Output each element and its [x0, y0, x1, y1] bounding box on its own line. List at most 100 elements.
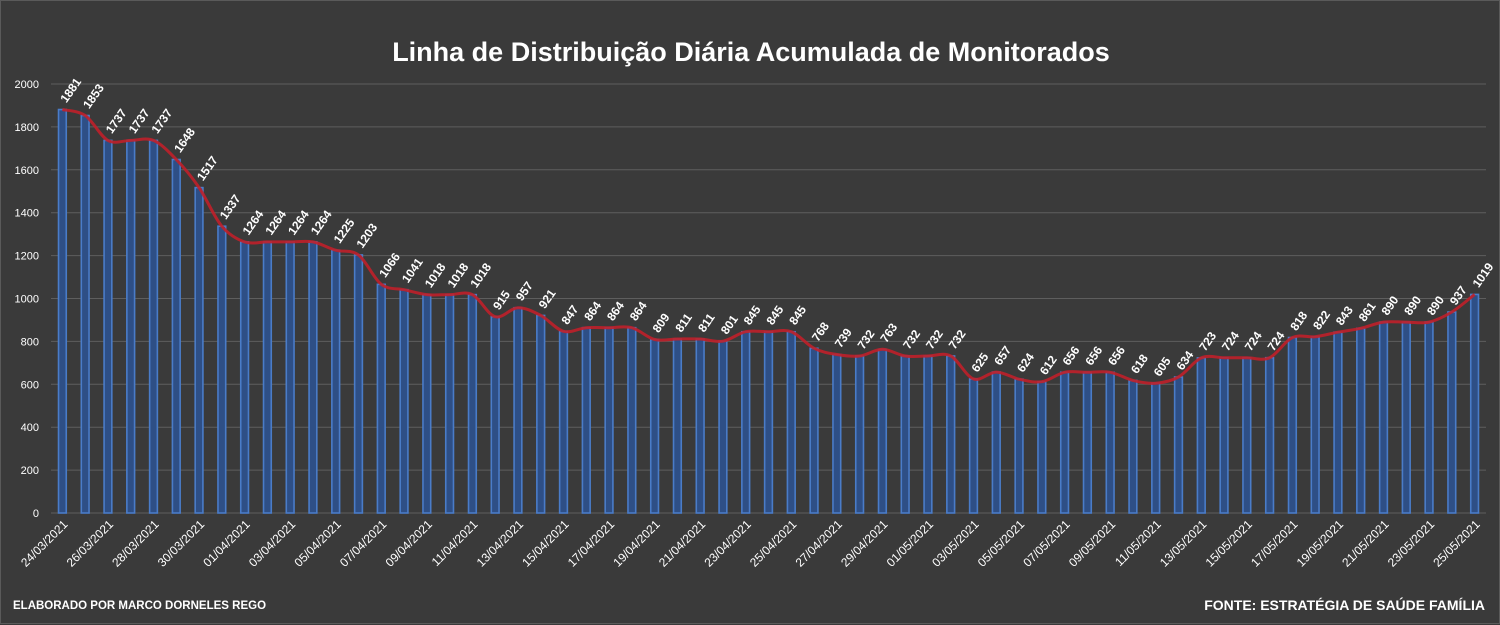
x-tick-label: 05/05/2021	[975, 517, 1028, 570]
x-tick-label: 17/05/2021	[1248, 517, 1301, 570]
bar	[832, 353, 842, 514]
x-tick-label: 13/04/2021	[474, 517, 527, 570]
data-label: 845	[741, 303, 764, 328]
y-tick-label: 200	[21, 465, 39, 477]
x-tick-label: 29/04/2021	[838, 517, 891, 570]
data-label: 1264	[240, 207, 267, 237]
data-label: 634	[1173, 348, 1196, 373]
bar	[1242, 356, 1252, 514]
x-tick-label: 25/05/2021	[1430, 517, 1483, 570]
bar	[672, 338, 683, 514]
data-label: 1648	[171, 125, 198, 155]
data-label: 890	[1378, 293, 1401, 318]
data-label: 890	[1424, 293, 1447, 318]
bar	[695, 338, 705, 514]
x-tick-label: 03/04/2021	[246, 517, 299, 570]
data-label: 605	[1151, 354, 1174, 379]
x-tick-label: 27/04/2021	[793, 517, 846, 570]
data-label: 861	[1356, 299, 1379, 324]
data-label: 732	[923, 327, 946, 352]
x-tick-label: 07/05/2021	[1020, 517, 1073, 570]
data-label: 732	[855, 327, 878, 352]
x-tick-label: 11/05/2021	[1112, 517, 1164, 569]
y-tick-label: 1800	[15, 122, 39, 134]
data-label: 739	[832, 326, 855, 351]
x-tick-label: 01/04/2021	[200, 517, 253, 570]
bar	[1105, 371, 1115, 514]
bar	[467, 293, 478, 514]
bar	[1128, 379, 1138, 514]
x-tick-label: 15/05/2021	[1203, 517, 1256, 570]
bar	[1037, 380, 1047, 514]
bar	[1196, 357, 1206, 514]
x-tick-label: 23/05/2021	[1385, 517, 1438, 570]
data-label: 1018	[467, 260, 494, 290]
y-tick-label: 1600	[15, 165, 39, 177]
x-tick-label: 26/03/2021	[64, 517, 117, 570]
data-label: 624	[1014, 350, 1037, 375]
data-label: 890	[1401, 293, 1424, 318]
data-label: 921	[536, 286, 559, 311]
data-label: 1853	[80, 81, 107, 111]
x-tick-label: 21/04/2021	[656, 517, 709, 570]
y-tick-label: 1400	[15, 208, 39, 220]
data-label: 1737	[126, 106, 153, 136]
data-label: 845	[786, 303, 809, 328]
data-label: 657	[991, 343, 1014, 368]
y-tick-label: 1000	[15, 294, 39, 306]
bar	[399, 288, 409, 514]
data-label: 845	[763, 303, 786, 328]
data-label: 656	[1082, 343, 1105, 368]
x-tick-label: 28/03/2021	[109, 517, 162, 570]
y-tick-label: 1200	[15, 251, 39, 263]
bar	[239, 241, 250, 514]
data-label: 801	[718, 312, 741, 337]
bar	[1059, 371, 1070, 514]
data-label: 1737	[148, 106, 175, 136]
bar	[809, 347, 819, 514]
bar	[353, 254, 364, 514]
bar	[103, 139, 113, 514]
data-label: 811	[695, 311, 718, 335]
data-label: 864	[604, 299, 627, 324]
bar	[1401, 321, 1411, 514]
x-tick-label: 09/05/2021	[1066, 517, 1119, 570]
bar	[604, 326, 614, 514]
data-label: 864	[627, 299, 650, 324]
bar	[1447, 311, 1457, 514]
author-credit: ELABORADO POR MARCO DORNELES REGO	[13, 600, 267, 612]
bar	[1014, 378, 1024, 514]
bar	[786, 330, 796, 514]
data-label: 656	[1105, 343, 1128, 368]
x-tick-label: 09/04/2021	[383, 517, 436, 570]
bar	[991, 371, 1001, 514]
data-label: 1203	[353, 221, 380, 251]
bar	[285, 241, 295, 514]
bar	[1151, 382, 1161, 514]
data-label: 732	[946, 327, 969, 352]
bar	[1082, 371, 1093, 514]
data-label: 809	[650, 310, 673, 335]
x-tick-label: 05/04/2021	[291, 517, 344, 570]
bar	[1356, 327, 1366, 514]
bar	[331, 249, 341, 514]
x-tick-label: 01/05/2021	[884, 517, 937, 570]
bar	[376, 283, 386, 514]
data-label: 811	[672, 311, 695, 335]
data-label: 1264	[285, 207, 312, 237]
bar	[490, 315, 500, 514]
y-tick-label: 2000	[15, 79, 39, 91]
x-tick-label: 21/05/2021	[1339, 517, 1392, 570]
bar	[194, 186, 204, 514]
bar	[422, 293, 432, 514]
data-label: 1337	[217, 192, 244, 222]
bar	[741, 330, 751, 514]
data-label: 656	[1060, 343, 1083, 368]
bar	[854, 355, 865, 514]
data-label: 724	[1242, 329, 1265, 354]
bar	[126, 139, 136, 514]
y-tick-label: 0	[33, 508, 39, 520]
bar	[763, 330, 774, 514]
